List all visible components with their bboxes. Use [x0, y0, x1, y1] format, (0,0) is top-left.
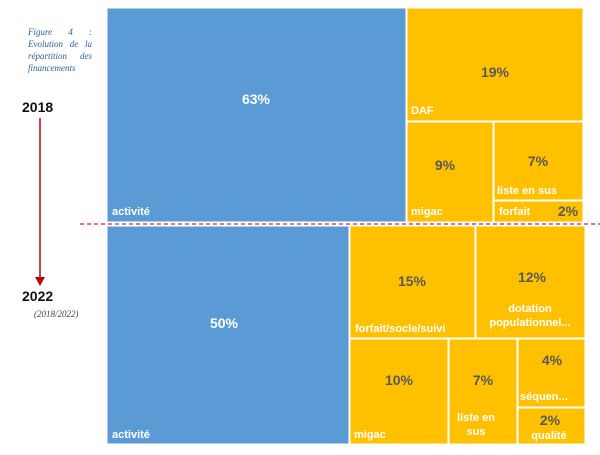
tile-label-0-1: DAF: [411, 105, 434, 117]
tile-value-1-4: 7%: [473, 372, 494, 388]
tile-1-6: [517, 407, 586, 445]
tile-label-0-0: activité: [112, 206, 150, 218]
year-end-note: (2018/2022): [34, 309, 79, 319]
tile-value-0-0: 63%: [242, 91, 271, 107]
tile-0-2: [406, 121, 494, 223]
tile-1-1: [349, 225, 476, 339]
tile-label-1-4-a: liste en: [457, 412, 495, 424]
tile-1-2: [475, 225, 586, 339]
tile-label-1-1: forfait/socle/suivi: [355, 323, 445, 335]
tile-label-1-3: migac: [354, 429, 386, 441]
tile-value-0-1: 19%: [481, 64, 510, 80]
tile-value-1-1: 15%: [398, 273, 427, 289]
tile-value-0-3: 7%: [528, 153, 549, 169]
tile-value-0-2: 9%: [435, 157, 456, 173]
tile-0-1: [406, 7, 584, 122]
tile-value-1-0: 50%: [210, 315, 239, 331]
tile-value-1-3: 10%: [385, 372, 414, 388]
tile-value-0-4: 2%: [558, 203, 579, 219]
tile-label-0-2: migac: [411, 206, 443, 218]
tile-value-1-6: 2%: [540, 412, 561, 428]
tile-label-0-4: forfait: [499, 206, 531, 218]
tile-1-3: [349, 338, 449, 445]
tile-label-1-5: séquen...: [520, 391, 568, 403]
year-start-label: 2018: [22, 99, 54, 115]
year-end-label: 2022: [22, 288, 54, 304]
timeline-arrow-head-icon: [35, 277, 45, 286]
tile-value-1-5: 4%: [542, 352, 563, 368]
tile-1-4: [448, 338, 518, 445]
tile-label-0-3: liste en sus: [497, 185, 557, 197]
tile-label-1-0: activité: [112, 429, 150, 441]
figure-caption: Figure 4 : Evolution de la répartition d…: [28, 27, 92, 73]
tile-1-5: [517, 338, 586, 408]
tile-0-0: [106, 7, 407, 223]
tile-label-1-6: qualité: [531, 430, 566, 442]
tile-label-1-4-b: sus: [467, 426, 486, 438]
tile-0-3: [493, 121, 584, 201]
tile-0-4: [493, 200, 584, 223]
tile-label-1-2-b: populationnel...: [489, 317, 570, 329]
tile-value-1-2: 12%: [518, 269, 547, 285]
tile-1-0: [106, 225, 350, 445]
tile-label-1-2-a: dotation: [508, 303, 552, 315]
